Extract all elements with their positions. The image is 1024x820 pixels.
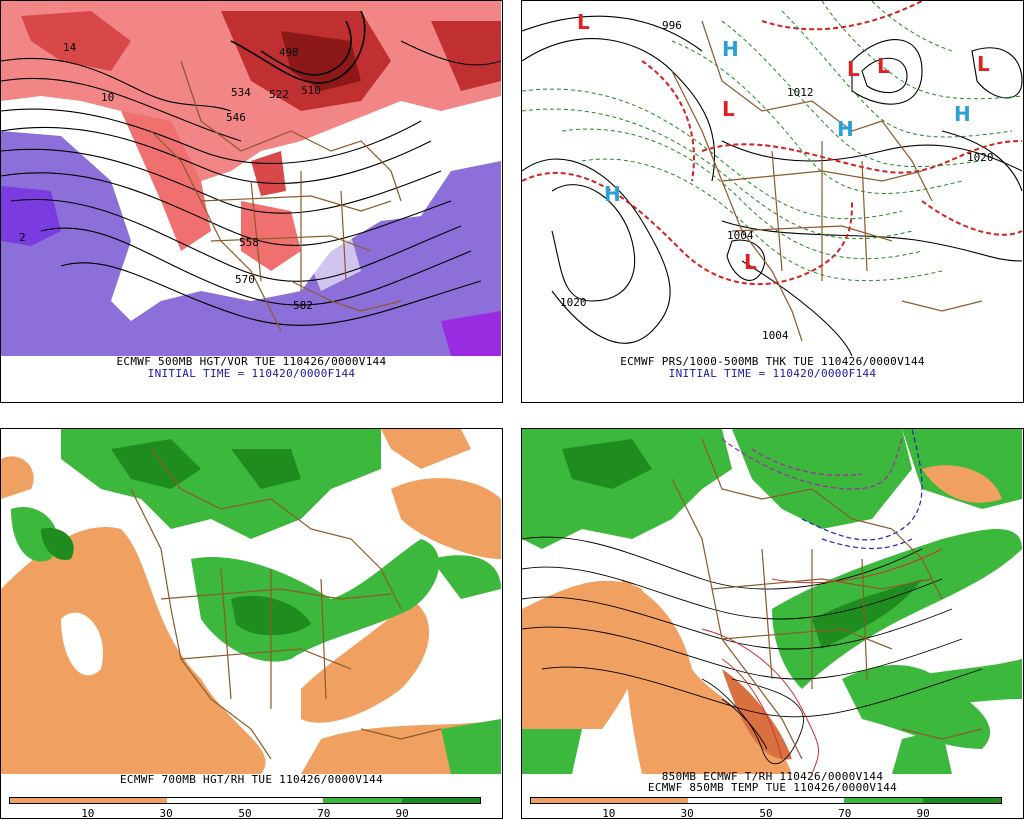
panel-subcaption: INITIAL TIME = 110420/0000F144: [147, 367, 356, 380]
tick-label: 50: [759, 807, 773, 820]
high-pressure-center: H: [604, 182, 621, 206]
contour-label: 1012: [787, 86, 814, 99]
rh-colorbar: [9, 797, 481, 804]
low-pressure-center: L: [744, 250, 757, 274]
colorbar-ticks: 10 30 50 70 90: [9, 807, 481, 820]
low-pressure-center: L: [847, 57, 860, 81]
high-pressure-center: H: [722, 37, 739, 61]
contour-label: 546: [226, 111, 246, 124]
tick-label: 30: [159, 807, 173, 820]
map-pressure-thickness: L L L L L L H H H H 1020 1004 1004 1012 …: [522, 1, 1023, 356]
panel-caption: ECMWF 700MB HGT/RH TUE 110426/0000V144: [119, 773, 384, 786]
contour-label: 14: [63, 41, 77, 54]
high-pressure-center: H: [954, 102, 971, 126]
panel-850mb-t-rh: 850MB ECMWF T/RH 110426/0000V144 ECMWF 8…: [521, 428, 1024, 820]
tick-label: 10: [602, 807, 616, 820]
low-pressure-center: L: [977, 52, 990, 76]
tick-label: 90: [395, 807, 409, 820]
contour-label: 582: [293, 299, 313, 312]
contour-label: 10: [101, 91, 114, 104]
colorbar-ticks: 10 30 50 70 90: [530, 807, 1002, 820]
contour-label: 1020: [967, 151, 994, 164]
panel-caption: ECMWF PRS/1000-500MB THK TUE 110426/0000…: [620, 355, 925, 368]
panel-caption: ECMWF 500MB HGT/VOR TUE 110426/0000V144: [116, 355, 387, 368]
contour-label: 510: [301, 84, 321, 97]
contour-label: 1020: [560, 296, 587, 309]
contour-label: 2: [19, 231, 26, 244]
map-500mb-vorticity: 534 522 546 558 570 582 498 510 10 14 2: [1, 1, 502, 356]
rh-colorbar: [530, 797, 1002, 804]
map-700mb-rh: [1, 429, 502, 774]
map-850mb-t-rh: [522, 429, 1023, 774]
tick-label: 90: [916, 807, 930, 820]
tick-label: 10: [81, 807, 95, 820]
high-pressure-center: H: [837, 117, 854, 141]
contour-label: 996: [662, 19, 682, 32]
panel-700mb-hgt-rh: ECMWF 700MB HGT/RH TUE 110426/0000V144 1…: [0, 428, 503, 820]
low-pressure-center: L: [722, 97, 735, 121]
low-pressure-center: L: [877, 54, 890, 78]
tick-label: 70: [838, 807, 852, 820]
contour-label: 522: [269, 88, 289, 101]
panel-subcaption: INITIAL TIME = 110420/0000F144: [668, 367, 877, 380]
contour-label: 1004: [727, 229, 754, 242]
panel-subcaption: ECMWF 850MB TEMP TUE 110426/0000V144: [647, 781, 898, 794]
panel-caption: 850MB ECMWF T/RH 110426/0000V144: [661, 770, 884, 783]
contour-label: 558: [239, 236, 259, 249]
panel-500mb-hgt-vor: 534 522 546 558 570 582 498 510 10 14 2 …: [0, 0, 503, 403]
tick-label: 30: [680, 807, 694, 820]
contour-label: 498: [279, 46, 299, 59]
tick-label: 50: [238, 807, 252, 820]
contour-label: 570: [235, 273, 255, 286]
contour-label: 534: [231, 86, 251, 99]
low-pressure-center: L: [577, 10, 590, 34]
panel-prs-thickness: L L L L L L H H H H 1020 1004 1004 1012 …: [521, 0, 1024, 403]
tick-label: 70: [317, 807, 331, 820]
contour-label: 1004: [762, 329, 789, 342]
